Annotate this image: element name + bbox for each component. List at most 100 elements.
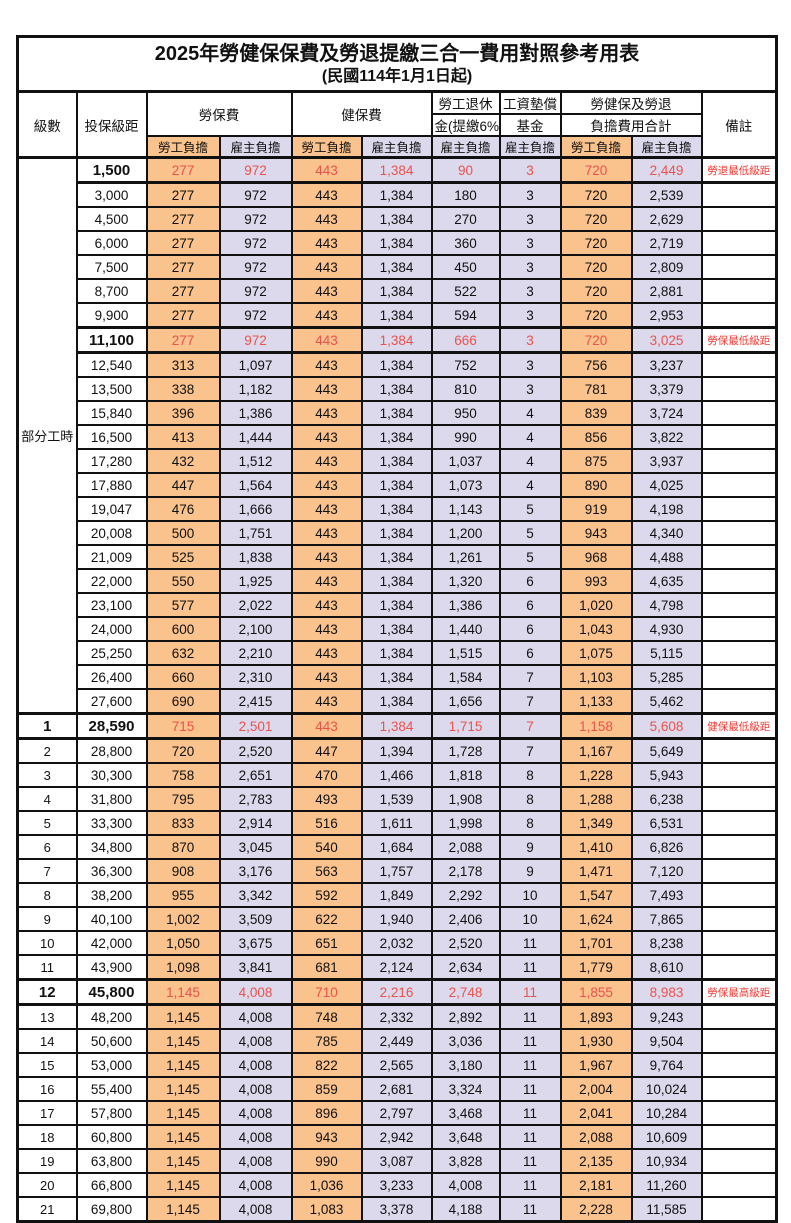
subheader-wage-fund-employer: 雇主負擔 — [498, 135, 562, 159]
bracket-cell: 30,300 — [75, 762, 148, 788]
value-cell: 943 — [290, 1124, 363, 1150]
value-cell: 2,681 — [360, 1076, 433, 1102]
value-cell: 990 — [290, 1148, 363, 1174]
value-cell: 1,384 — [360, 520, 433, 546]
value-cell: 1,384 — [360, 230, 433, 256]
value-cell: 4,635 — [630, 568, 703, 594]
value-cell: 1,656 — [430, 688, 501, 715]
col-header-pension-top: 勞工退休 — [430, 90, 501, 115]
bracket-cell: 25,250 — [75, 640, 148, 666]
value-cell: 7,493 — [630, 882, 703, 908]
value-cell: 1,349 — [559, 810, 633, 836]
note-cell — [700, 592, 778, 618]
value-cell: 4,798 — [630, 592, 703, 618]
col-header-bracket: 投保級距 — [75, 90, 148, 159]
value-cell: 810 — [430, 376, 501, 402]
page: { "title": "2025年勞健保保費及勞退提繳三合一費用對照參考用表",… — [16, 35, 779, 1223]
col-header-labor-fee: 勞保費 — [145, 90, 293, 137]
value-cell: 443 — [290, 568, 363, 594]
value-cell: 1,145 — [145, 1172, 221, 1198]
value-cell: 1,097 — [218, 351, 293, 378]
value-cell: 180 — [430, 181, 501, 208]
note-cell — [700, 640, 778, 666]
bracket-cell: 36,300 — [75, 858, 148, 884]
subheader-labor-employee: 勞工負擔 — [145, 135, 221, 159]
bracket-cell: 22,000 — [75, 568, 148, 594]
value-cell: 6 — [498, 568, 562, 594]
value-cell: 4 — [498, 424, 562, 450]
value-cell: 2,719 — [630, 230, 703, 256]
table-row: 13,500 338 1,182 443 1,384 810 3 781 3,379 — [18, 376, 778, 402]
value-cell: 890 — [559, 472, 633, 498]
value-cell: 720 — [559, 278, 633, 304]
value-cell: 5,285 — [630, 664, 703, 690]
bracket-cell: 28,800 — [75, 737, 148, 764]
value-cell: 972 — [218, 156, 293, 184]
note-cell — [700, 737, 778, 764]
table-row: 21 69,800 1,145 4,008 1,083 3,378 4,188 11 2,228… — [16, 1196, 778, 1223]
value-cell: 839 — [559, 400, 633, 426]
level-cell: 2 — [16, 737, 78, 764]
value-cell: 3,841 — [218, 954, 293, 981]
value-cell: 2,041 — [559, 1100, 633, 1126]
value-cell: 600 — [145, 616, 221, 642]
value-cell: 2,809 — [630, 254, 703, 280]
value-cell: 11 — [498, 954, 562, 981]
bracket-cell: 55,400 — [75, 1076, 148, 1102]
table-row: 9 40,100 1,002 3,509 622 1,940 2,406 10 1,624 7,8… — [16, 906, 778, 932]
value-cell: 622 — [290, 906, 363, 932]
value-cell: 2,881 — [630, 278, 703, 304]
level-cell: 5 — [16, 810, 78, 836]
bracket-cell: 1,500 — [75, 156, 148, 184]
value-cell: 2,539 — [630, 181, 703, 208]
value-cell: 277 — [145, 254, 221, 280]
value-cell: 1,384 — [360, 496, 433, 522]
value-cell: 4 — [498, 448, 562, 474]
bracket-cell: 45,800 — [75, 978, 148, 1006]
value-cell: 1,036 — [290, 1172, 363, 1198]
value-cell: 2,449 — [360, 1028, 433, 1054]
value-cell: 651 — [290, 930, 363, 956]
value-cell: 720 — [559, 326, 633, 354]
value-cell: 1,037 — [430, 448, 501, 474]
value-cell: 443 — [290, 688, 363, 715]
level-cell: 14 — [16, 1028, 78, 1054]
value-cell: 690 — [145, 688, 221, 715]
value-cell: 443 — [290, 496, 363, 522]
note-cell — [700, 664, 778, 690]
note-cell — [700, 762, 778, 788]
level-cell: 3 — [16, 762, 78, 788]
header-row-shares: 勞工負擔 雇主負擔 勞工負擔 雇主負擔 雇主負擔 雇主負擔 勞工負擔 雇主負擔 — [18, 135, 777, 159]
table-row: 10 42,000 1,050 3,675 651 2,032 2,520 11 1,701 8,… — [16, 930, 778, 956]
value-cell: 660 — [145, 664, 221, 690]
value-cell: 2,210 — [218, 640, 293, 666]
bracket-cell: 50,600 — [75, 1028, 148, 1054]
value-cell: 277 — [145, 278, 221, 304]
level-cell: 13 — [16, 1003, 78, 1030]
reference-table-sheet: 2025年勞健保保費及勞退提繳三合一費用對照參考用表 (民國114年1月1日起)… — [16, 35, 779, 1223]
col-header-total-bottom: 負擔費用合計 — [559, 113, 703, 137]
col-header-total-top: 勞健保及勞退 — [559, 90, 703, 115]
note-cell — [700, 616, 778, 642]
bracket-cell: 48,200 — [75, 1003, 148, 1030]
value-cell: 6,531 — [630, 810, 703, 836]
value-cell: 2,228 — [559, 1196, 633, 1223]
value-cell: 972 — [218, 302, 293, 329]
value-cell: 11 — [498, 1076, 562, 1102]
value-cell: 443 — [290, 326, 363, 354]
level-cell: 4 — [16, 786, 78, 812]
table-row: 26,400 660 2,310 443 1,384 1,584 7 1,103 5,285 — [18, 664, 778, 690]
value-cell: 1,515 — [430, 640, 501, 666]
value-cell: 8 — [498, 786, 562, 812]
value-cell: 550 — [145, 568, 221, 594]
value-cell: 4,008 — [218, 1148, 293, 1174]
value-cell: 7 — [498, 737, 562, 764]
table-title-block: 2025年勞健保保費及勞退提繳三合一費用對照參考用表 (民國114年1月1日起) — [16, 35, 778, 93]
value-cell: 3,828 — [430, 1148, 501, 1174]
value-cell: 3,233 — [360, 1172, 433, 1198]
value-cell: 3 — [498, 351, 562, 378]
value-cell: 1,893 — [559, 1003, 633, 1030]
value-cell: 856 — [559, 424, 633, 450]
value-cell: 313 — [145, 351, 221, 378]
value-cell: 4 — [498, 472, 562, 498]
